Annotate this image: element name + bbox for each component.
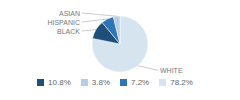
html-text:10.8%: 10.8% xyxy=(48,78,71,87)
html-text:3.8%: 3.8% xyxy=(91,78,110,87)
svg-text:HISPANIC: HISPANIC xyxy=(47,19,80,26)
html-text:7.2%: 7.2% xyxy=(131,78,150,87)
html-text:78.2%: 78.2% xyxy=(170,78,193,87)
svg-text:WHITE: WHITE xyxy=(160,67,183,74)
svg-text:BLACK: BLACK xyxy=(57,28,80,35)
svg-text:ASIAN: ASIAN xyxy=(59,10,80,17)
